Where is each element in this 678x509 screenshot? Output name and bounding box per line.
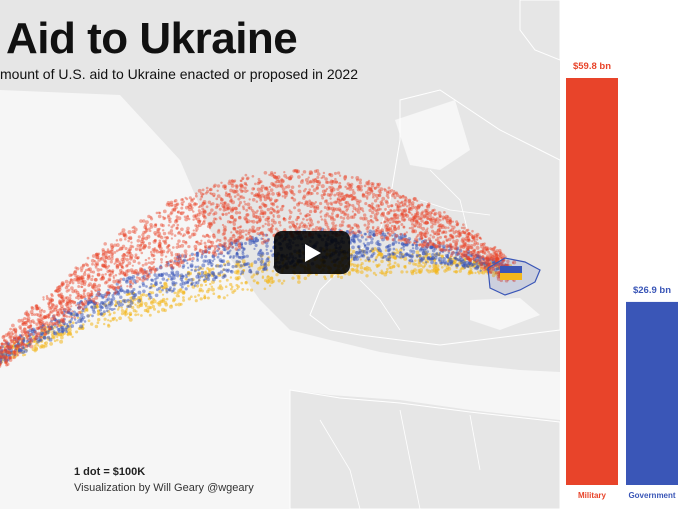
category-label-military: Military xyxy=(578,491,607,500)
dot-scale-note: 1 dot = $100K xyxy=(74,466,146,478)
page-subtitle: mount of U.S. aid to Ukraine enacted or … xyxy=(0,66,358,82)
category-label-government: Government xyxy=(628,491,675,500)
play-icon xyxy=(305,244,321,262)
greenland-outline xyxy=(519,0,560,61)
africa-outline xyxy=(289,389,560,509)
mediterranean xyxy=(290,330,560,420)
bar-chart-panel: $59.8 bn Military $26.9 bn Government xyxy=(560,0,678,509)
europe-outline xyxy=(309,89,560,346)
atlantic-gap xyxy=(0,90,290,509)
aid-dot-swarm xyxy=(0,168,517,368)
ukraine-flag-yellow xyxy=(500,273,522,280)
data-label-government: $26.9 bn xyxy=(633,285,671,296)
black-sea xyxy=(470,298,540,330)
bar-government xyxy=(626,301,678,485)
bar-military xyxy=(566,78,618,485)
north-sea xyxy=(395,100,470,170)
world-map-background: Aid to Ukraine mount of U.S. aid to Ukra… xyxy=(0,0,560,509)
data-label-military: $59.8 bn xyxy=(573,61,611,72)
map-svg xyxy=(0,0,560,509)
ukraine-flag-blue xyxy=(500,266,522,273)
bar-chart-svg: $59.8 bn Military $26.9 bn Government xyxy=(566,61,678,500)
page-title: Aid to Ukraine xyxy=(6,14,298,63)
video-play-button[interactable] xyxy=(274,231,350,274)
credit-text: Visualization by Will Geary @wgeary xyxy=(74,482,254,494)
